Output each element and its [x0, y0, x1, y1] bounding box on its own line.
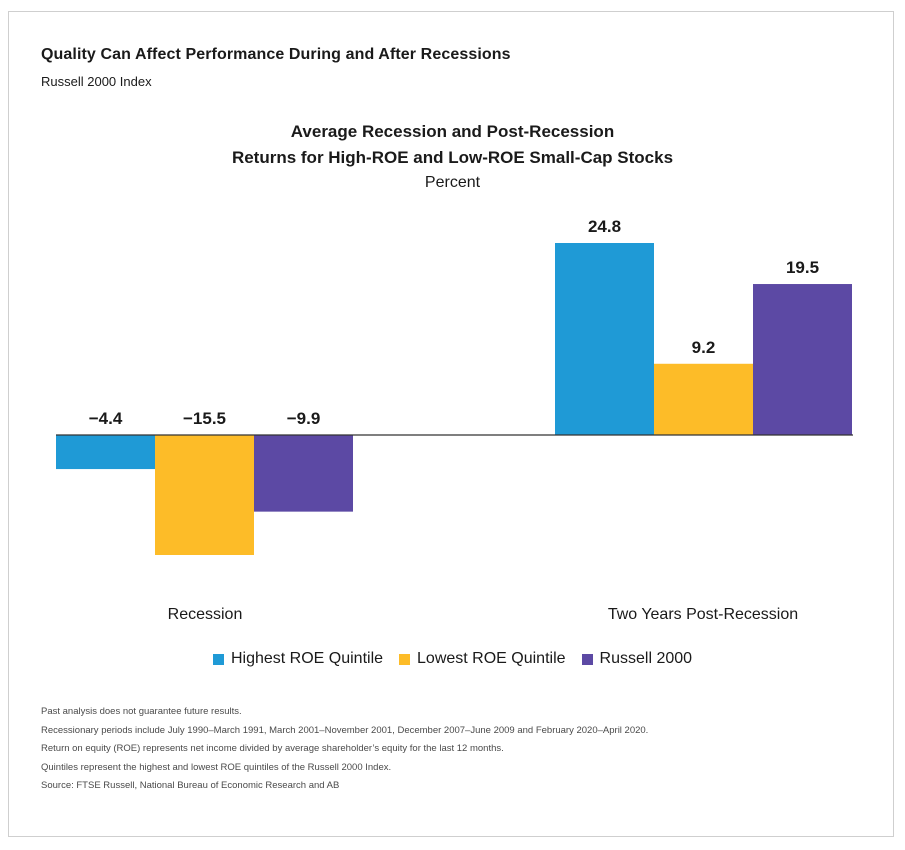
legend-swatch-highest-roe: [212, 653, 224, 665]
legend-item-lowest-roe: Lowest ROE Quintile: [399, 650, 566, 668]
legend-swatch-russell-2000: [581, 653, 593, 665]
legend-swatch-lowest-roe: [399, 653, 411, 665]
chart-legend: Highest ROE Quintile Lowest ROE Quintile…: [0, 650, 905, 668]
page-title: Quality Can Affect Performance During an…: [41, 46, 511, 63]
footnote: Source: FTSE Russell, National Bureau of…: [41, 780, 340, 791]
category-label: Two Years Post-Recession: [608, 606, 798, 623]
bar: [56, 435, 155, 470]
bar-chart: −4.4 24.8 −15.5 9.2 −9.9 19.5 Recession Two Yea…: [56, 217, 853, 623]
legend-item-russell-2000: Russell 2000: [581, 650, 693, 668]
footnote: Recessionary periods include July 1990–M…: [41, 724, 649, 736]
data-label: 9.2: [692, 338, 716, 357]
category-label: Recession: [168, 606, 243, 623]
chart-units: Percent: [424, 174, 481, 191]
footnote: Quintiles represent the highest and lowe…: [41, 761, 392, 773]
bar: [555, 243, 654, 435]
data-label: −4.4: [89, 409, 123, 428]
bar: [155, 435, 254, 555]
bar: [654, 363, 753, 435]
legend-item-highest-roe: Highest ROE Quintile: [212, 650, 384, 668]
legend-label-russell-2000: Russell 2000: [599, 650, 693, 667]
chart-title-line-1: Average Recession and Post-Recession: [290, 122, 615, 141]
footnote: Past analysis does not guarantee future …: [41, 706, 242, 717]
data-label: 24.8: [588, 217, 621, 236]
footnote: Return on equity (ROE) represents net in…: [41, 743, 504, 754]
chart-title-line-2: Returns for High-ROE and Low-ROE Small-C…: [231, 148, 674, 167]
bar: [254, 435, 353, 512]
page-subtitle: Russell 2000 Index: [41, 74, 152, 89]
footnotes: Past analysis does not guarantee future …: [41, 703, 648, 796]
legend-label-highest-roe: Highest ROE Quintile: [230, 650, 384, 667]
bar: [753, 284, 852, 435]
data-label: 19.5: [786, 258, 819, 277]
chart-frame: [8, 11, 894, 837]
data-label: −9.9: [287, 409, 321, 428]
data-label: −15.5: [183, 409, 226, 428]
legend-label-lowest-roe: Lowest ROE Quintile: [417, 650, 566, 667]
